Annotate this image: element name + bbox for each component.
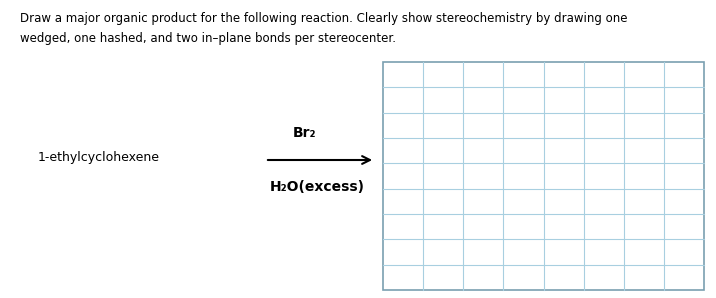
Text: Draw a major organic product for the following reaction. Clearly show stereochem: Draw a major organic product for the fol… [20,12,627,25]
Text: 1-ethylcyclohexene: 1-ethylcyclohexene [38,151,160,164]
Bar [383,62,704,290]
Text: wedged, one hashed, and two in–plane bonds per stereocenter.: wedged, one hashed, and two in–plane bon… [20,32,396,45]
Text: H₂O(excess): H₂O(excess) [270,180,365,194]
Text: Br₂: Br₂ [294,126,316,140]
